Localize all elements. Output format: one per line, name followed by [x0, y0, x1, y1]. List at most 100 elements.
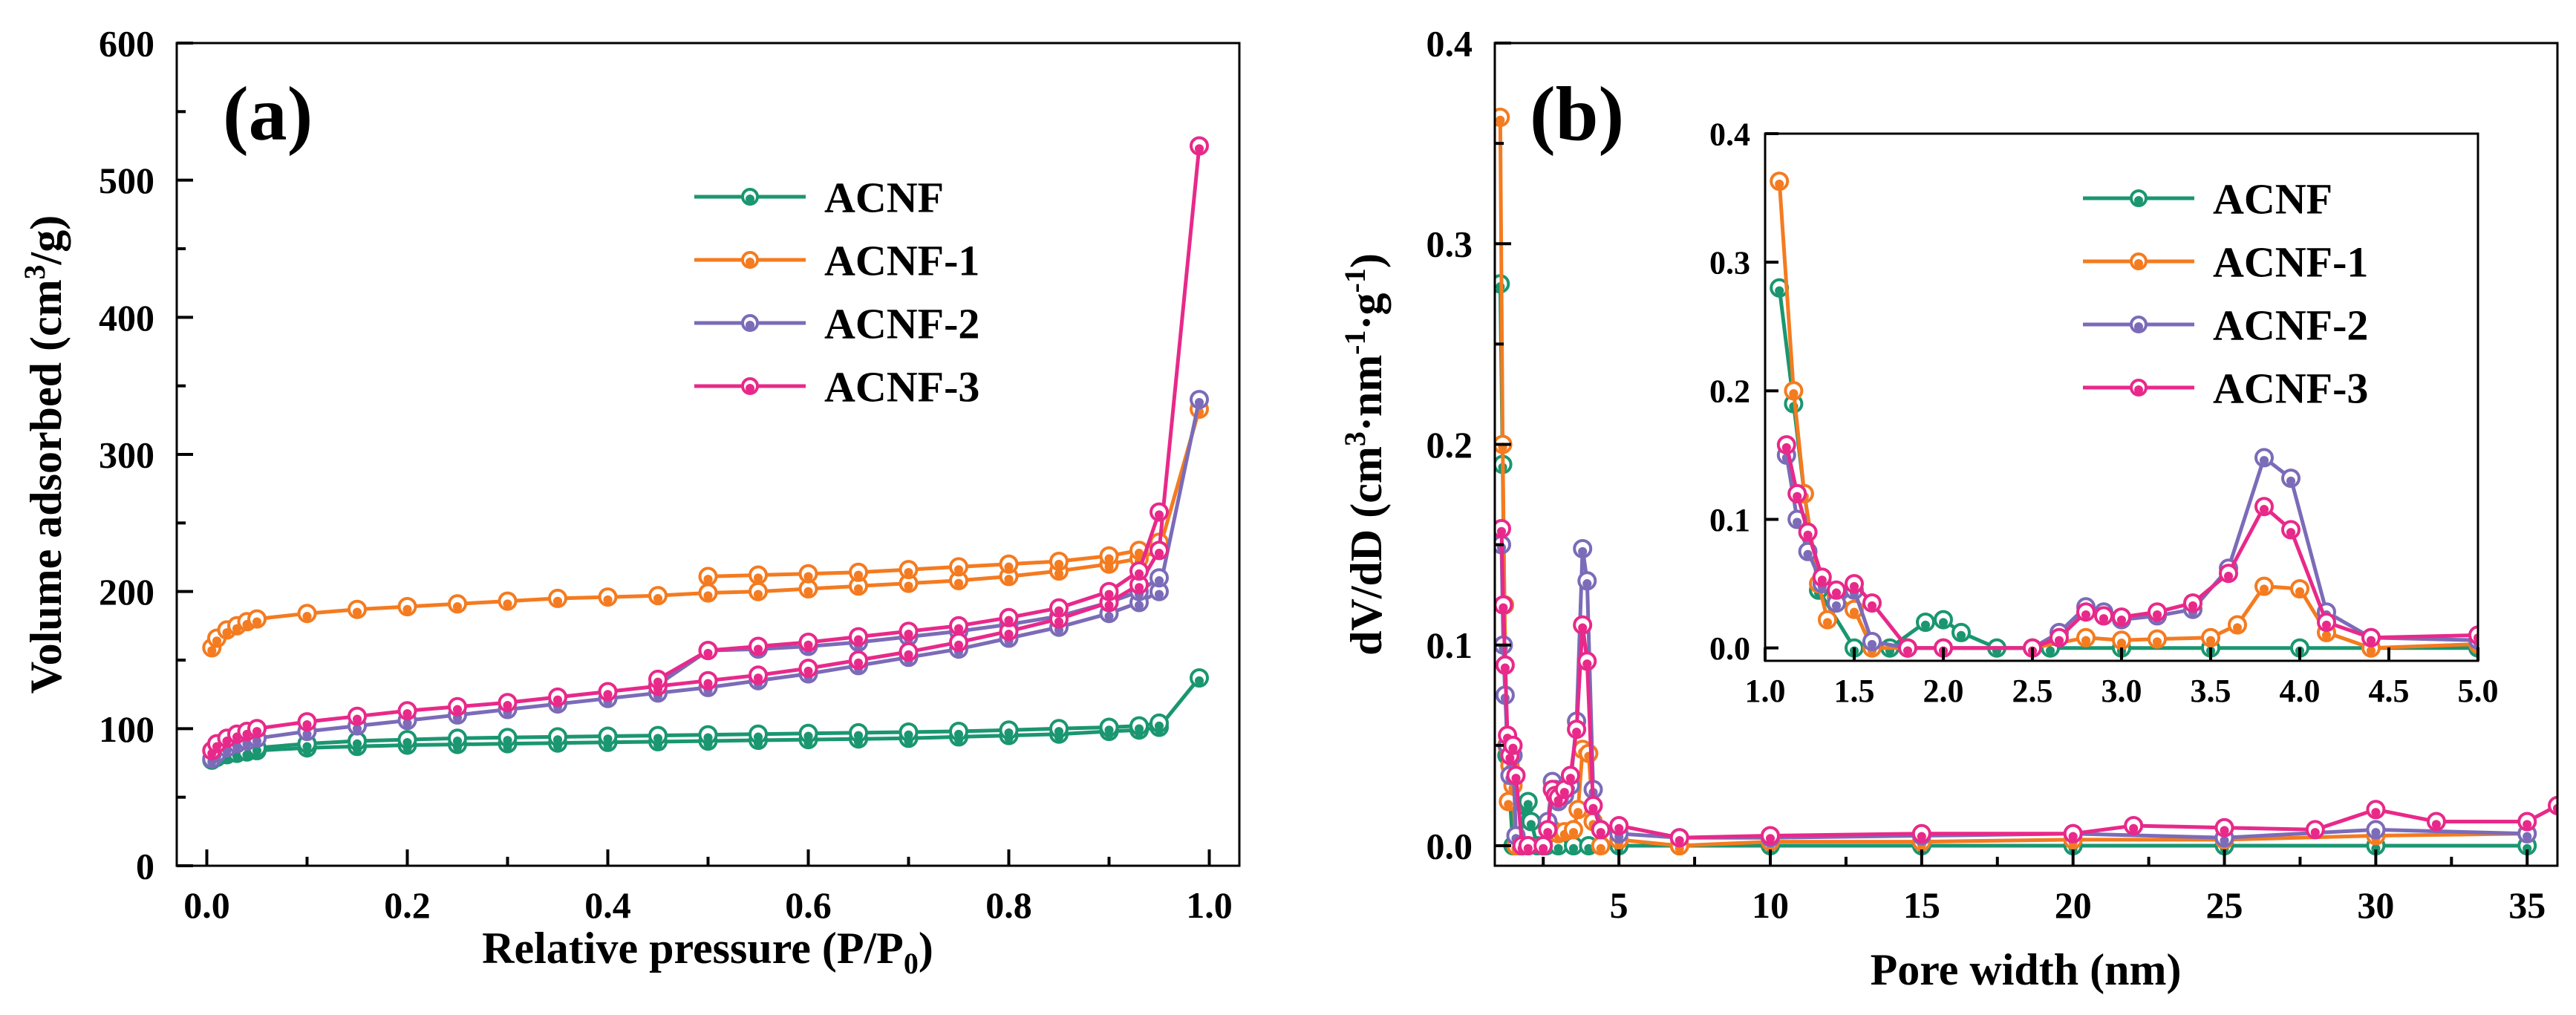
a-ytick-label-5: 500: [99, 160, 154, 201]
b-point-fill-acnf-2-0-28: [2523, 832, 2532, 841]
b-point-fill-acnf-0-20: [2371, 843, 2381, 853]
inset-legend-item-acnf-1: ACNF-1: [2083, 238, 2368, 286]
inset-point-fill-acnf-3-0-19: [2321, 620, 2332, 630]
a-point-fill-acnf-2-0-22: [1104, 612, 1114, 621]
b-point-fill-acnf-3-0-17: [1578, 623, 1588, 633]
inset-point-fill-acnf-1-0-14: [2205, 636, 2216, 645]
panel-a-xlabel: Relative pressure (P/P0): [482, 924, 933, 980]
a-point-fill-acnf-3-0-22: [1104, 601, 1114, 610]
a-point-fill-acnf-1-9: [753, 732, 763, 742]
a-point-fill-acnf-2-1-0: [1154, 576, 1164, 586]
panel-b-ylabel: dV/dD (cm3·nm-1·g-1): [1338, 253, 1391, 656]
inset-point-fill-acnf-0-10: [2045, 646, 2055, 656]
panel-b-series-group: [1495, 108, 2557, 855]
a-point-fill-acnf-3-1-9: [753, 644, 763, 654]
a-point-fill-acnf-3-0-5: [252, 727, 262, 737]
b-ytick-label-4: 0.4: [1426, 23, 1473, 65]
inset-point-fill-acnf-1-0-18: [2321, 630, 2332, 640]
inset-ticks: 1.0 1.5 2.0 2.5 3.0 3.5 4.0 4.5 5.0 0.0 0.1 0.2 0.3 0…: [1709, 116, 2499, 709]
inset-point-fill-acnf-2-0-2: [1803, 549, 1813, 559]
b-ytick-label-0: 0.0: [1426, 825, 1473, 866]
b-point-fill-acnf-3-0-25: [2068, 832, 2078, 841]
inset-legend-item-acnf: ACNF: [2083, 174, 2332, 223]
a-point-fill-acnf-2-0-23: [1134, 601, 1144, 610]
a-point-fill-acnf-3-0-7: [352, 714, 362, 724]
a-point-fill-acnf-3-0-18: [904, 650, 913, 659]
inset-point-fill-acnf-3-0-20: [2366, 636, 2376, 645]
a-legend-marker-fill-acnf-1: [746, 258, 754, 267]
inset-point-fill-acnf-2-0-1: [1793, 518, 1802, 527]
a-point-fill-acnf-1-1-3: [1054, 559, 1064, 569]
b-point-fill-acnf-3-0-10: [1543, 828, 1553, 838]
a-point-fill-acnf-1-0-12: [603, 595, 613, 604]
inset-series-group: [1770, 172, 2478, 658]
a-point-fill-acnf-3-1-8: [803, 640, 813, 650]
a-point-fill-acnf-1-1-2: [1104, 554, 1114, 564]
inset-ytick-label-1: 0.1: [1709, 502, 1750, 538]
a-point-fill-acnf-1-0-18: [904, 581, 913, 591]
a-point-fill-acnf-2-0-5: [252, 737, 262, 746]
inset-legend-item-acnf-2: ACNF-2: [2083, 301, 2368, 349]
b-point-fill-acnf-3-0-31: [2523, 820, 2532, 829]
b-point-fill-acnf-3-0-1: [1499, 603, 1508, 613]
a-point-fill-acnf-3-1-2: [1104, 590, 1114, 599]
inset-point-fill-acnf-2-0-4: [1831, 601, 1842, 610]
inset-point-fill-acnf-1-0-11: [2081, 636, 2091, 645]
a-point-fill-acnf-1-0-7: [352, 607, 362, 617]
b-point-fill-acnf-3-0-21: [1614, 823, 1624, 833]
inset-point-fill-acnf-3-0-21: [2473, 633, 2478, 643]
b-ytick-label-3: 0.3: [1426, 223, 1473, 265]
b-point-fill-acnf-2-0-17: [1578, 546, 1588, 556]
a-point-fill-acnf-3-0-12: [603, 690, 613, 699]
a-point-fill-acnf-1-0-6: [302, 612, 312, 621]
inset-point-fill-acnf-3-0-13: [2116, 615, 2127, 625]
inset-ytick-label-4: 0.4: [1709, 116, 1750, 152]
inset-xtick-label-3: 2.5: [2012, 673, 2053, 709]
a-series-acnf-3: [202, 136, 1209, 760]
inset-legend-marker-fill-acnf-2: [2134, 322, 2143, 331]
panel-a-legend: ACNF ACNF-1 ACNF-2 ACNF-3: [694, 173, 979, 411]
a-point-fill-acnf-1-1-10: [703, 575, 713, 584]
inset-point-fill-acnf-1-0-12: [2116, 639, 2127, 648]
b-ytick-label-1: 0.1: [1426, 624, 1473, 666]
inset-xtick-label-0: 1.0: [1745, 673, 1786, 709]
a-point-fill-acnf-3-0-21: [1054, 617, 1064, 627]
inset-xtick-label-7: 4.5: [2369, 673, 2410, 709]
a-point-fill-acnf-1-17: [352, 739, 362, 748]
a-point-fill-acnf-3-0-6: [302, 719, 312, 730]
inset-point-fill-acnf-2-0-18: [2286, 476, 2296, 486]
a-point-fill-acnf-1-14: [503, 736, 512, 745]
inset-point-fill-acnf-2-0-6: [1867, 639, 1877, 649]
a-point-fill-acnf-1-0-11: [552, 596, 563, 606]
a-point-fill-acnf-1-3: [1054, 727, 1064, 737]
b-point-fill-acnf-3-0-28: [2310, 828, 2320, 838]
a-point-fill-acnf-1-6: [904, 730, 913, 740]
a-point-fill-acnf-1-0-5: [252, 617, 262, 627]
b-point-fill-acnf-2-0-27: [2371, 828, 2381, 838]
panel-b-frame: [1493, 42, 2559, 867]
inset-point-fill-acnf-3-0-6: [1867, 601, 1877, 610]
a-legend-item-acnf: ACNF: [694, 173, 944, 221]
panel-a-series-group: [202, 136, 1209, 770]
inset-plot-area: [1770, 172, 2478, 658]
inset-point-fill-acnf-3-0-11: [2081, 610, 2091, 620]
a-point-fill-acnf-1-1: [1134, 724, 1144, 734]
panel-b-label: (b): [1530, 71, 1624, 157]
a-point-fill-acnf-3-0-23: [1134, 583, 1144, 593]
b-series-acnf-3: [1495, 519, 2557, 855]
inset-ytick-label-0: 0.0: [1709, 630, 1750, 667]
inset-point-fill-acnf-1-0-15: [2232, 623, 2243, 633]
panel-b-inset-chart: 1.0 1.5 2.0 2.5 3.0 3.5 4.0 4.5 5.0 0.0 0.1 0.2 0.3 0…: [1709, 116, 2499, 709]
b-point-fill-acnf-3-0-26: [2129, 823, 2139, 833]
b-point-fill-acnf-0-8: [1526, 820, 1536, 829]
a-point-fill-acnf-1-5: [953, 729, 964, 739]
panel-b-xlabel: Pore width (nm): [1871, 945, 2182, 994]
a-point-fill-acnf-1-11: [653, 734, 663, 743]
b-xtick-label-0: 5: [1610, 884, 1628, 926]
a-point-fill-acnf-1-0-17: [853, 584, 864, 594]
panel-b-pore-distribution-chart: 5 10 15 20 25 30 35 0.0 0.1 0.2 0.3 0.4 (b) Pore wi…: [1338, 23, 2559, 994]
a-ytick-label-6: 600: [99, 23, 154, 65]
a-point-fill-acnf-3-0-19: [953, 640, 964, 650]
a-point-fill-acnf-1-0-9: [452, 602, 463, 612]
